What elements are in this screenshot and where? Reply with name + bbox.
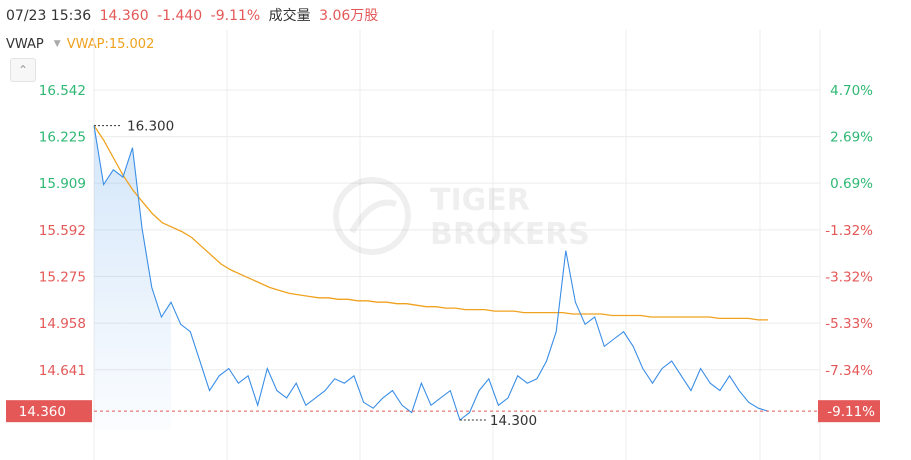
percent-tick-label: -3.32% [825, 269, 873, 285]
price-line [93, 125, 769, 421]
price-tick-label: 15.275 [39, 269, 86, 285]
price-tick-label: 16.542 [39, 83, 86, 99]
quote-datetime: 07/23 15:36 [6, 8, 92, 24]
price-tick-label: 16.225 [39, 130, 86, 146]
watermark-tiger-icon [349, 199, 397, 234]
quote-price: 14.360 [99, 8, 149, 24]
price-tick-label: 15.592 [39, 223, 86, 239]
percent-tick-label: -1.32% [825, 223, 873, 239]
percent-tick-label: 2.69% [830, 130, 873, 146]
watermark-line-1: TIGER [430, 183, 530, 218]
quote-header: 07/23 15:36 14.360 -1.440 -9.11% 成交量 3.0… [6, 5, 382, 25]
current-pct-label: -9.11% [827, 404, 875, 420]
chevron-up-icon: ⌃ [17, 63, 29, 77]
current-price-tag [6, 400, 92, 423]
current-pct-tag [818, 400, 880, 423]
collapse-button[interactable]: ⌃ [10, 58, 36, 82]
grid [93, 30, 821, 460]
percent-tick-label: 0.69% [830, 176, 873, 192]
percent-axis: 4.70% 2.69% 0.69% -1.32% -3.32% -5.33% -7.34% [825, 83, 873, 379]
price-tick-label: 14.641 [39, 363, 86, 379]
watermark-line-2: BROKERS [430, 217, 590, 252]
volume-value: 3.06万股 [319, 8, 379, 24]
indicator-selector[interactable]: VWAP [6, 37, 44, 52]
price-tick-label: 14.958 [39, 316, 86, 332]
price-axis: 16.542 16.225 15.909 15.592 15.275 14.958 14.6… [39, 83, 86, 379]
percent-tick-label: -5.33% [825, 316, 873, 332]
volume-label: 成交量 [268, 8, 311, 24]
indicator-value: VWAP:15.002 [66, 37, 155, 52]
quote-change: -1.440 [157, 8, 203, 24]
watermark-logo-icon [333, 177, 411, 255]
vwap-line [93, 125, 768, 321]
high-price-label: 16.300 [127, 119, 174, 135]
price-tick-label: 15.909 [39, 176, 86, 192]
chevron-down-icon[interactable]: ▼ [53, 39, 61, 49]
price-area [94, 125, 171, 430]
watermark: TIGER BROKERS [333, 177, 590, 255]
quote-change-pct: -9.11% [210, 8, 261, 24]
percent-tick-label: -7.34% [825, 363, 873, 379]
indicator-row: VWAP ▼ VWAP:15.002 [6, 37, 154, 52]
low-price-label: 14.300 [490, 413, 537, 429]
percent-tick-label: 4.70% [830, 83, 873, 99]
current-price-label: 14.360 [19, 404, 66, 420]
